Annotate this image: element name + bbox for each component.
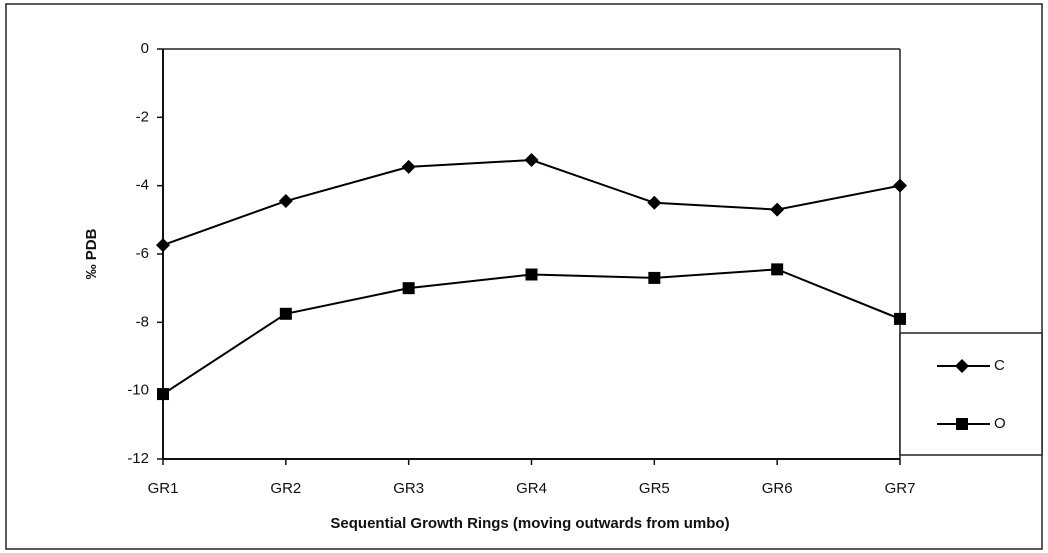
x-tick-label: GR5 <box>639 480 670 497</box>
marker <box>524 153 539 168</box>
x-axis-title: Sequential Growth Rings (moving outwards… <box>330 515 729 532</box>
legend-box <box>899 332 1043 456</box>
y-axis-title: ‰ PDB <box>83 228 100 279</box>
series-line <box>162 268 901 395</box>
marker <box>770 202 785 217</box>
y-tick-label: -10 <box>127 382 149 399</box>
marker <box>156 238 170 253</box>
x-tick-label: GR3 <box>393 480 424 497</box>
legend-label: O <box>994 415 1006 432</box>
x-tick-label: GR1 <box>148 480 179 497</box>
y-tick-label: -4 <box>136 177 149 194</box>
legend-label: C <box>994 357 1005 374</box>
y-tick-label: 0 <box>141 40 149 57</box>
marker <box>647 195 662 210</box>
x-tick-label: GR4 <box>516 480 547 497</box>
marker <box>402 282 415 295</box>
series-line <box>162 159 901 247</box>
marker <box>157 388 169 401</box>
x-tick-label: GR2 <box>270 480 301 497</box>
x-tick-label: GR6 <box>762 480 793 497</box>
y-tick-label: -8 <box>136 313 149 330</box>
marker <box>955 359 969 373</box>
marker <box>894 312 906 325</box>
chart-border <box>5 3 1043 550</box>
y-tick-label: -6 <box>136 245 149 262</box>
marker <box>279 307 292 320</box>
marker <box>278 194 293 209</box>
marker <box>893 178 907 193</box>
y-tick-label: -2 <box>136 108 149 125</box>
marker <box>771 263 784 276</box>
marker <box>401 159 416 174</box>
x-tick-label: GR7 <box>885 480 916 497</box>
marker <box>956 418 968 430</box>
y-tick-label: -12 <box>127 450 149 467</box>
marker <box>525 268 538 281</box>
marker <box>648 271 661 284</box>
